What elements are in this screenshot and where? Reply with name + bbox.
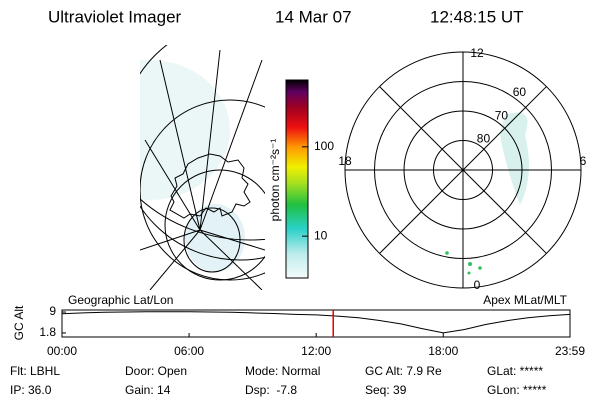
title: Ultraviolet Imager xyxy=(48,7,182,26)
time: 12:48:15 UT xyxy=(430,7,524,26)
x-tick-label: 12:00 xyxy=(301,344,331,358)
polar-emission xyxy=(445,112,529,275)
mlt-label: 6 xyxy=(580,154,587,168)
timeline-ylabel: GC Alt xyxy=(12,305,26,340)
colorbar xyxy=(285,79,309,279)
status-field: Gain: 14 xyxy=(125,383,171,397)
mlt-spoke xyxy=(462,169,547,254)
lat-label: 80 xyxy=(477,132,491,146)
status-field: GLat: ***** xyxy=(487,364,543,378)
lat-label: 70 xyxy=(495,108,509,122)
lat-label: 60 xyxy=(513,85,527,99)
status-field: Dsp: -7.8 xyxy=(245,383,297,397)
y-tick-label: 1.8 xyxy=(39,325,56,339)
colorbar-label: photon cm⁻²s⁻¹ xyxy=(268,139,282,222)
date: 14 Mar 07 xyxy=(275,7,352,26)
mlt-spoke xyxy=(379,86,464,171)
x-tick-label: 23:59 xyxy=(555,344,585,358)
altitude-line xyxy=(61,311,571,334)
status-field: Mode: Normal xyxy=(245,364,320,378)
panel-label: Apex MLat/MLT xyxy=(483,293,567,307)
status-field: Door: Open xyxy=(125,364,187,378)
x-tick-label: 18:00 xyxy=(428,344,458,358)
panel-label: Geographic Lat/Lon xyxy=(68,293,173,307)
mlt-label: 18 xyxy=(338,154,352,168)
mlt-label: 0 xyxy=(474,278,481,292)
x-tick-label: 00:00 xyxy=(47,344,77,358)
mlt-spoke xyxy=(379,169,464,254)
colorbar-tick-label: 10 xyxy=(314,228,328,242)
status-field: Flt: LBHL xyxy=(10,364,60,378)
mlt-label: 12 xyxy=(470,46,484,60)
status-field: GC Alt: 7.9 Re xyxy=(365,364,442,378)
geo-map xyxy=(140,45,265,290)
mlt-spoke xyxy=(462,86,547,171)
x-tick-label: 06:00 xyxy=(174,344,204,358)
status-field: Seq: 39 xyxy=(365,383,407,397)
y-tick-label: 9 xyxy=(49,304,56,318)
colorbar-tick-label: 100 xyxy=(314,139,334,153)
status-field: GLon: ***** xyxy=(487,383,547,397)
status-field: IP: 36.0 xyxy=(10,383,52,397)
